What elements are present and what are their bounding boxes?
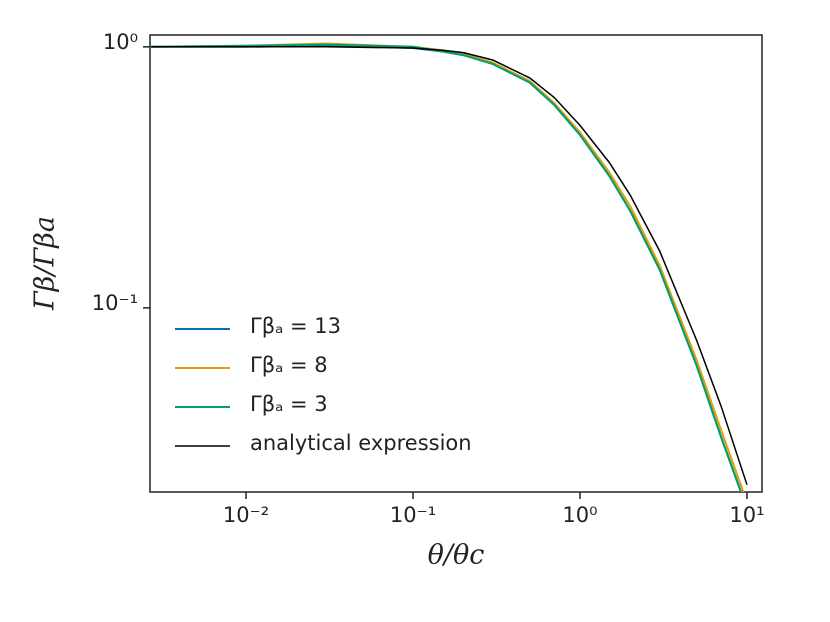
legend-label: Γβₐ = 3 bbox=[250, 392, 328, 416]
x-axis-label: θ/θc bbox=[428, 540, 485, 571]
x-tick-label: 10⁰ bbox=[562, 503, 597, 527]
plot-frame bbox=[149, 34, 763, 493]
y-tick-label: 10⁻¹ bbox=[92, 291, 138, 315]
series-line bbox=[151, 43, 743, 492]
series-line bbox=[151, 46, 748, 486]
legend-label: analytical expression bbox=[250, 431, 472, 455]
x-tick-label: 10⁻¹ bbox=[390, 503, 436, 527]
legend-label: Γβₐ = 8 bbox=[250, 353, 328, 377]
y-tick-label: 10⁰ bbox=[103, 30, 138, 54]
x-tick-label: 10¹ bbox=[729, 503, 764, 527]
x-tick-label: 10⁻² bbox=[223, 503, 269, 527]
legend-label: Γβₐ = 13 bbox=[250, 314, 341, 338]
lines bbox=[151, 42, 748, 492]
y-axis-label: Γβ/Γβa bbox=[30, 216, 61, 311]
